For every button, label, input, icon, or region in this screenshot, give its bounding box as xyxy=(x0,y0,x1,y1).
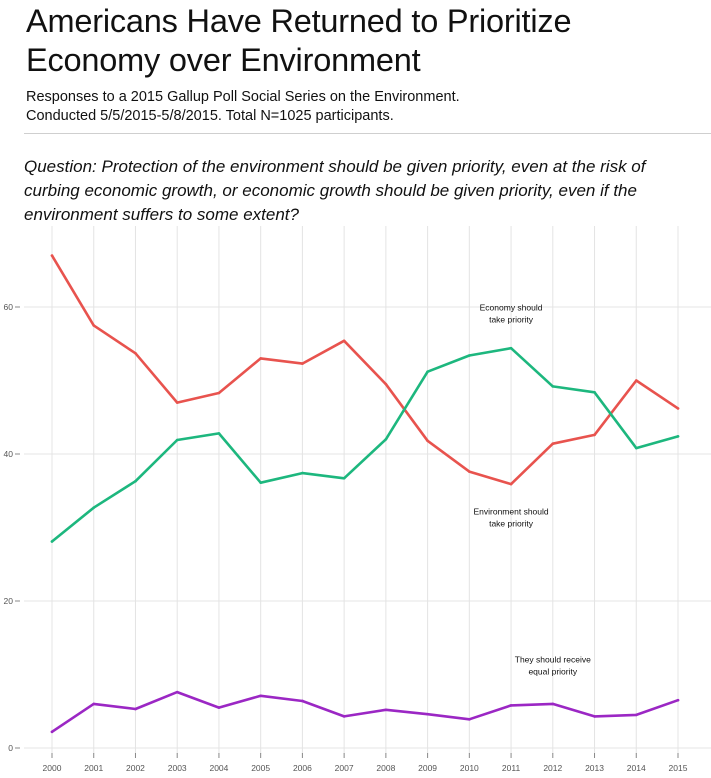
chart-subtitle: Responses to a 2015 Gallup Poll Social S… xyxy=(26,88,706,126)
data-point-environment xyxy=(92,506,95,509)
data-point-equal xyxy=(176,691,179,694)
chart-title-line-2: Economy over Environment xyxy=(26,42,420,78)
x-tick-label: 2006 xyxy=(293,763,312,773)
data-point-environment xyxy=(593,391,596,394)
data-point-economy xyxy=(259,357,262,360)
data-point-economy xyxy=(677,407,680,410)
x-tick-label: 2015 xyxy=(669,763,688,773)
x-tick-label: 2001 xyxy=(84,763,103,773)
line-chart: 0 20 40 60 2000 2001 2002 2003 2004 2005 2006 2007 2… xyxy=(0,226,711,778)
x-tick-label: 2011 xyxy=(502,763,521,773)
series-line-environment xyxy=(52,348,678,541)
series-label-environment-line-2: take priority xyxy=(489,518,534,528)
x-tick-label: 2007 xyxy=(335,763,354,773)
data-point-equal xyxy=(134,708,137,711)
data-point-equal xyxy=(259,695,262,698)
y-tick-label: 20 xyxy=(4,596,14,606)
data-point-environment xyxy=(385,438,388,441)
data-point-environment xyxy=(259,481,262,484)
data-point-environment xyxy=(468,354,471,357)
data-point-environment xyxy=(635,447,638,450)
x-tick-label: 2014 xyxy=(627,763,646,773)
x-tick-label: 2009 xyxy=(418,763,437,773)
data-point-equal xyxy=(385,708,388,711)
series-label-equal-line-1: They should receive xyxy=(515,655,591,665)
data-point-economy xyxy=(51,254,54,257)
axis-layer: 0 20 40 60 2000 2001 2002 2003 2004 2005 2006 2007 2… xyxy=(4,302,688,773)
data-point-equal xyxy=(343,715,346,718)
data-point-environment xyxy=(426,370,429,373)
data-point-environment xyxy=(51,540,54,543)
data-point-equal xyxy=(468,718,471,721)
data-point-economy xyxy=(301,362,304,365)
data-point-environment xyxy=(552,385,555,388)
data-point-equal xyxy=(51,731,54,734)
data-point-economy xyxy=(343,340,346,343)
x-tick-label: 2008 xyxy=(376,763,395,773)
series-label-equal-line-2: equal priority xyxy=(528,667,577,677)
x-tick-label: 2004 xyxy=(209,763,228,773)
x-tick-label: 2010 xyxy=(460,763,479,773)
data-point-environment xyxy=(510,347,513,350)
data-point-economy xyxy=(635,379,638,382)
annotation-layer: Economy should take priority Environment s… xyxy=(473,303,591,677)
series-label-economy-line-1: Economy should xyxy=(480,303,543,313)
data-point-economy xyxy=(426,439,429,442)
y-tick-label: 0 xyxy=(8,743,13,753)
data-point-economy xyxy=(176,401,179,404)
question-line-3: environment suffers to some extent? xyxy=(24,205,299,224)
data-point-economy xyxy=(92,324,95,327)
data-point-equal xyxy=(677,699,680,702)
x-tick-label: 2002 xyxy=(126,763,145,773)
survey-question: Question: Protection of the environment … xyxy=(24,155,709,227)
chart-title-line-1: Americans Have Returned to Prioritize xyxy=(26,3,571,39)
series-label-environment-line-1: Environment should xyxy=(473,506,548,516)
data-point-economy xyxy=(552,442,555,445)
x-tick-label: 2000 xyxy=(43,763,62,773)
data-point-economy xyxy=(134,352,137,355)
x-tick-label: 2012 xyxy=(543,763,562,773)
data-point-environment xyxy=(134,480,137,483)
data-point-environment xyxy=(218,432,221,435)
subtitle-line-2: Conducted 5/5/2015-5/8/2015. Total N=102… xyxy=(26,108,394,124)
data-point-equal xyxy=(218,706,221,709)
data-point-environment xyxy=(176,439,179,442)
y-tick-label: 40 xyxy=(4,449,14,459)
grid-layer xyxy=(24,226,711,754)
data-point-economy xyxy=(510,483,513,486)
data-point-equal xyxy=(552,703,555,706)
series-label-economy-line-2: take priority xyxy=(489,315,534,325)
x-tick-label: 2003 xyxy=(168,763,187,773)
header-divider xyxy=(24,133,711,134)
data-point-environment xyxy=(301,472,304,475)
x-tick-label: 2013 xyxy=(585,763,604,773)
series-line-economy xyxy=(52,256,678,485)
y-tick-label: 60 xyxy=(4,302,14,312)
data-point-economy xyxy=(385,383,388,386)
data-point-environment xyxy=(677,435,680,438)
subtitle-line-1: Responses to a 2015 Gallup Poll Social S… xyxy=(26,89,460,105)
x-tick-label: 2005 xyxy=(251,763,270,773)
data-point-equal xyxy=(301,700,304,703)
data-point-environment xyxy=(343,477,346,480)
data-point-equal xyxy=(635,714,638,717)
data-point-equal xyxy=(510,704,513,707)
data-point-equal xyxy=(593,715,596,718)
data-point-economy xyxy=(218,392,221,395)
data-point-economy xyxy=(468,470,471,473)
data-point-economy xyxy=(593,434,596,437)
chart-title: Americans Have Returned to Prioritize Ec… xyxy=(26,2,706,80)
question-line-1: Question: Protection of the environment … xyxy=(24,157,645,176)
series-line-equal xyxy=(52,692,678,732)
question-line-2: curbing economic growth, or economic gro… xyxy=(24,181,637,200)
data-point-equal xyxy=(426,713,429,716)
data-point-equal xyxy=(92,703,95,706)
